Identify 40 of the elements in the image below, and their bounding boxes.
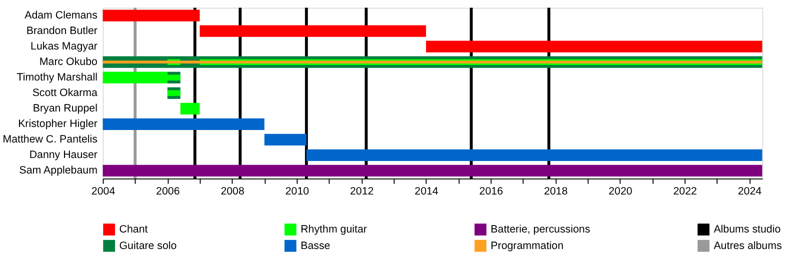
legend-label: Batterie, percussions — [490, 223, 590, 236]
y-tick-label: Timothy Marshall — [16, 72, 98, 84]
y-tick-label: Lukas Magyar — [30, 40, 98, 52]
legend-label: Basse — [300, 240, 330, 252]
y-tick-label: Kristopher Higler — [18, 118, 98, 130]
y-tick-label: Danny Hauser — [29, 149, 98, 162]
bar — [264, 134, 306, 146]
x-tick-label: 2012 — [350, 185, 374, 198]
x-tick-label: 2020 — [608, 185, 632, 198]
x-tick-label: 2018 — [544, 185, 568, 198]
y-tick-label: Scott Okarma — [32, 87, 98, 100]
y-tick-label: Brandon Butler — [26, 24, 98, 37]
bar — [102, 60, 762, 64]
x-tick-label: 2024 — [738, 185, 762, 198]
x-tick-label: 2008 — [220, 185, 244, 198]
legend-label: Autres albums — [714, 240, 782, 252]
legend-label: Albums studio — [714, 223, 781, 236]
y-tick-label: Matthew C. Pantelis — [2, 134, 98, 146]
x-tick-label: 2010 — [285, 185, 310, 198]
x-tick-label: 2016 — [479, 185, 504, 198]
bar — [306, 149, 762, 161]
bar — [167, 90, 180, 96]
y-tick-label: Sam Applebaum — [19, 164, 98, 177]
bar — [102, 164, 762, 177]
x-tick-label: 2004 — [91, 185, 116, 198]
bar — [102, 10, 200, 22]
legend-label: Guitare solo — [119, 240, 177, 252]
legend-label: Rhythm guitar — [300, 223, 368, 236]
x-tick-label: 2014 — [414, 185, 438, 198]
x-tick-label: 2022 — [673, 185, 698, 198]
bar — [102, 118, 264, 130]
x-tick-label: 2006 — [156, 185, 180, 198]
legend-label: Programmation — [490, 240, 564, 252]
bar — [200, 25, 426, 37]
bar — [180, 102, 200, 114]
bar — [426, 40, 762, 52]
legend-label: Chant — [119, 223, 148, 236]
y-tick-label: Marc Okubo — [39, 56, 98, 68]
y-tick-label: Bryan Ruppel — [32, 102, 98, 115]
y-tick-label: Adam Clemans — [24, 9, 98, 22]
